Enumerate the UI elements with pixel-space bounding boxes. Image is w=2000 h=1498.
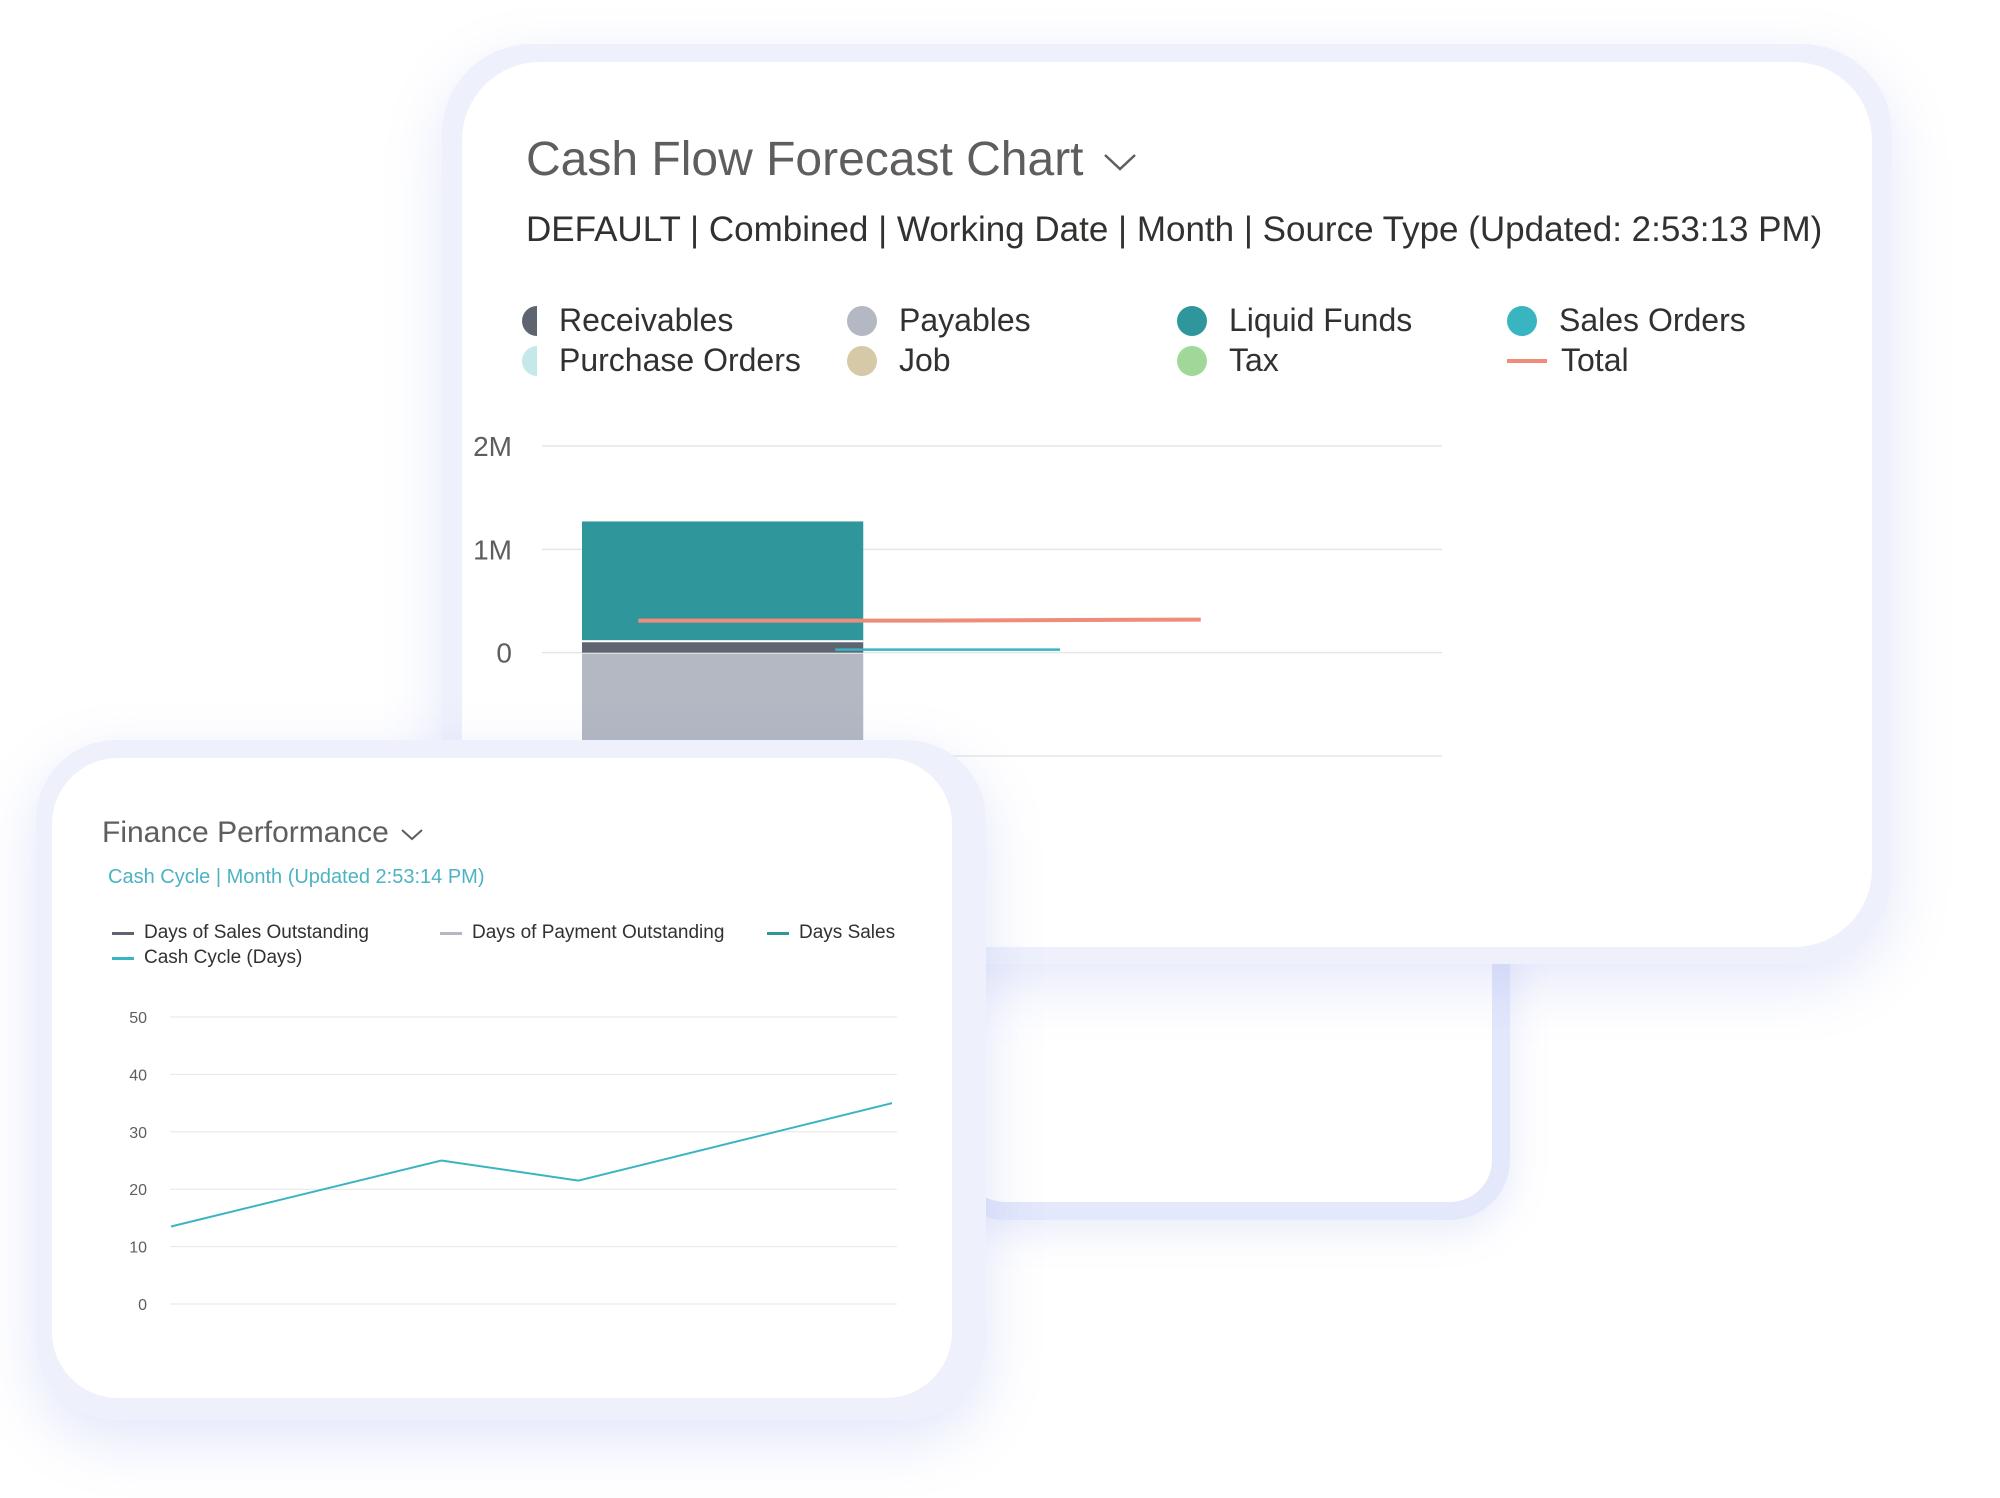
y-tick-label: 20 <box>129 1182 147 1199</box>
finance-card: Finance Performance Cash Cycle | Month (… <box>52 758 952 1398</box>
chevron-down-icon[interactable] <box>1103 145 1137 179</box>
legend-item-sales-orders[interactable]: Sales Orders <box>1507 302 1746 339</box>
legend-label: Job <box>899 342 951 378</box>
series-line-cash-cycle <box>170 1102 893 1228</box>
cash-flow-legend: Receivables Payables Liquid Funds Sales … <box>522 302 1802 392</box>
finance-title-text: Finance Performance <box>102 816 389 849</box>
legend-item-tax[interactable]: Tax <box>1177 342 1279 379</box>
cash-flow-title[interactable]: Cash Flow Forecast Chart <box>526 132 1137 187</box>
legend-label: Purchase Orders <box>559 342 801 378</box>
cash-flow-chart: 2M 1M 0 <box>473 431 1442 757</box>
y-tick-label: 2M <box>473 431 512 462</box>
total-swatch <box>1507 358 1547 363</box>
dso-swatch <box>112 931 134 935</box>
legend-label: Receivables <box>559 302 734 338</box>
cash-flow-subtitle: DEFAULT | Combined | Working Date | Mont… <box>526 210 1823 249</box>
cash-cycle-swatch <box>112 956 134 960</box>
legend-item-liquid-funds[interactable]: Liquid Funds <box>1177 302 1412 339</box>
y-tick-label: 1M <box>473 534 512 565</box>
tax-swatch <box>1177 345 1207 376</box>
legend-label: Days Sales <box>799 922 896 943</box>
payables-swatch <box>847 305 877 336</box>
legend-item-job[interactable]: Job <box>847 342 951 379</box>
cash-flow-title-text: Cash Flow Forecast Chart <box>526 133 1084 186</box>
finance-chart: 50 40 30 20 10 0 <box>129 1010 897 1314</box>
y-tick-label: 10 <box>129 1240 147 1257</box>
y-tick-label: 40 <box>129 1067 147 1084</box>
legend-item-cash-cycle[interactable]: Cash Cycle (Days) <box>112 947 302 969</box>
purchase-orders-swatch <box>522 345 537 376</box>
series-line-total <box>638 617 1201 623</box>
y-tick-label: 50 <box>129 1010 147 1027</box>
legend-item-total[interactable]: Total <box>1507 342 1629 379</box>
legend-item-days-payment-outstanding[interactable]: Days of Payment Outstanding <box>440 922 724 944</box>
bar-payables <box>582 653 864 756</box>
legend-label: Tax <box>1229 342 1279 378</box>
bar-receivables <box>582 640 864 653</box>
cash-flow-card: Cash Flow Forecast Chart DEFAULT | Combi… <box>462 62 1872 947</box>
receivables-swatch <box>522 305 537 336</box>
legend-label: Days of Payment Outstanding <box>472 922 725 943</box>
finance-title[interactable]: Finance Performance <box>102 816 423 850</box>
legend-item-receivables[interactable]: Receivables <box>522 302 733 339</box>
legend-label: Cash Cycle (Days) <box>144 947 303 968</box>
liquid-funds-swatch <box>1177 305 1207 336</box>
legend-label: Days of Sales Outstanding <box>144 922 369 943</box>
legend-item-purchase-orders[interactable]: Purchase Orders <box>522 342 801 379</box>
sales-orders-swatch <box>1507 305 1537 336</box>
chevron-down-icon[interactable] <box>401 823 423 845</box>
legend-label: Payables <box>899 302 1031 338</box>
job-swatch <box>847 345 877 376</box>
legend-label: Total <box>1561 342 1629 378</box>
days-sales-swatch <box>767 931 789 935</box>
y-tick-label: 0 <box>496 638 512 669</box>
legend-label: Sales Orders <box>1559 302 1746 338</box>
dpo-swatch <box>440 931 462 935</box>
y-tick-label: 30 <box>129 1125 147 1142</box>
finance-subtitle[interactable]: Cash Cycle | Month (Updated 2:53:14 PM) <box>108 866 485 888</box>
legend-item-payables[interactable]: Payables <box>847 302 1031 339</box>
legend-label: Liquid Funds <box>1229 302 1413 338</box>
y-tick-label: 0 <box>138 1297 147 1314</box>
legend-item-days-sales[interactable]: Days Sales <box>767 922 895 944</box>
legend-item-days-sales-outstanding[interactable]: Days of Sales Outstanding <box>112 922 369 944</box>
